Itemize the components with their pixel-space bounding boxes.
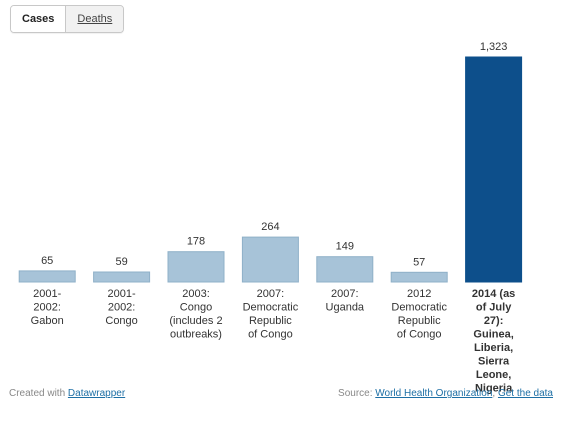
source-link[interactable]: World Health Organization bbox=[375, 388, 493, 399]
category-line: of July bbox=[476, 302, 512, 314]
metric-toggle: Cases Deaths bbox=[10, 5, 125, 33]
bar-4 bbox=[316, 256, 374, 283]
category-line: Congo bbox=[105, 315, 137, 327]
category-line: Sierra bbox=[478, 356, 510, 368]
category-line: 2007: bbox=[257, 288, 285, 300]
category-line: 2001- bbox=[33, 288, 61, 300]
category-line: Uganda bbox=[326, 302, 365, 314]
get-data-link[interactable]: Get the data bbox=[497, 388, 553, 399]
category-line: (includes 2 bbox=[169, 315, 222, 327]
bar-5 bbox=[390, 271, 448, 283]
category-line: 2001- bbox=[108, 288, 136, 300]
category-line: 2007: bbox=[331, 288, 359, 300]
bar-2 bbox=[167, 251, 225, 283]
source-prefix-text: Source: bbox=[338, 388, 373, 399]
category-label-4: 2007: Uganda bbox=[326, 288, 365, 314]
category-line: 2002: bbox=[33, 302, 61, 314]
category-line: Gabon bbox=[31, 315, 64, 327]
category-line: of Congo bbox=[397, 329, 442, 341]
created-with-text: Created with bbox=[9, 388, 66, 399]
category-line: Democratic bbox=[391, 302, 447, 314]
value-label-1: 59 bbox=[115, 256, 127, 268]
bar-6 bbox=[465, 56, 523, 283]
value-label-3: 264 bbox=[261, 221, 279, 233]
category-line: Guinea, bbox=[473, 329, 513, 341]
value-label-5: 57 bbox=[413, 256, 425, 268]
category-line: 2003: bbox=[182, 288, 210, 300]
category-label-2: 2003: Congo (includes 2 outbreaks) bbox=[169, 288, 222, 341]
category-label-6: 2014 (as of July 27): Guinea, Liberia, Sierra… bbox=[472, 288, 515, 395]
category-line: of Congo bbox=[248, 329, 293, 341]
value-label-6: 1,323 bbox=[480, 41, 508, 53]
category-line: 2014 (as bbox=[472, 288, 515, 300]
category-line: Republic bbox=[249, 315, 292, 327]
category-line: Republic bbox=[398, 315, 441, 327]
category-line: 2012 bbox=[407, 288, 431, 300]
category-label-5: 2012 Democratic Republic of Congo bbox=[391, 288, 447, 341]
category-line: Leone, bbox=[476, 369, 511, 381]
deaths-button[interactable]: Deaths bbox=[65, 6, 124, 32]
footer-credit: Created with Datawrapper bbox=[9, 388, 125, 399]
category-label-0: 2001- 2002: Gabon bbox=[31, 288, 64, 327]
category-line: outbreaks) bbox=[170, 329, 222, 341]
footer-source: Source: World Health Organization, Get t… bbox=[338, 388, 553, 399]
category-line: Liberia, bbox=[474, 342, 513, 354]
bar-1 bbox=[93, 271, 151, 283]
category-line: Democratic bbox=[243, 302, 299, 314]
bar-0 bbox=[18, 270, 76, 283]
datawrapper-link[interactable]: Datawrapper bbox=[67, 388, 126, 399]
value-label-4: 149 bbox=[336, 241, 354, 253]
cases-button[interactable]: Cases bbox=[11, 6, 66, 32]
category-label-1: 2001- 2002: Congo bbox=[105, 288, 137, 327]
category-line: Nigeria bbox=[475, 383, 513, 395]
category-line: 2002: bbox=[108, 302, 136, 314]
category-line: Congo bbox=[180, 302, 212, 314]
category-line: 27): bbox=[484, 315, 504, 327]
bar-3 bbox=[241, 236, 299, 283]
value-label-2: 178 bbox=[187, 236, 205, 248]
category-label-3: 2007: Democratic Republic of Congo bbox=[243, 288, 299, 341]
value-label-0: 65 bbox=[41, 255, 53, 267]
